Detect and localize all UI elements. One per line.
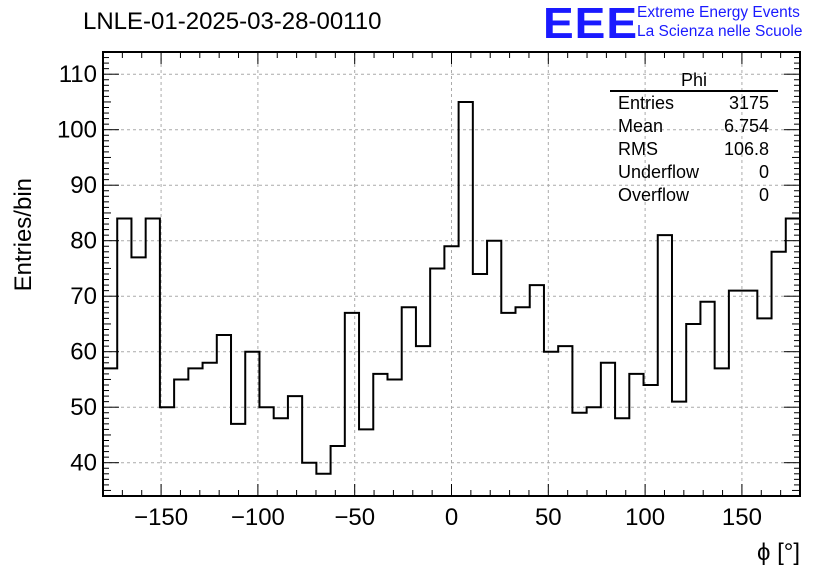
x-tick-label: 150 [722, 504, 762, 531]
histogram-line [103, 100, 800, 475]
grid-lines [103, 52, 800, 496]
eee-logo: EEE [543, 0, 639, 48]
x-tick-label: 50 [535, 504, 562, 531]
brand-line-1: Extreme Energy Events [637, 4, 800, 21]
stats-row-overflow: Overflow 0 [618, 185, 769, 205]
y-tick-label: 60 [70, 339, 97, 366]
y-tick-label: 90 [70, 172, 97, 199]
x-tick-label: 100 [625, 504, 665, 531]
stats-row-entries: Entries 3175 [618, 93, 769, 113]
stats-row-mean: Mean 6.754 [618, 116, 769, 136]
x-axis: −150 −100 −50 0 50 100 150 [102, 52, 801, 531]
y-tick-label: 100 [57, 117, 97, 144]
x-tick-label: −150 [134, 504, 188, 531]
x-axis-label: ϕ [°] [757, 539, 800, 566]
y-axis-label: Entries/bin [10, 178, 37, 291]
y-tick-label: 80 [70, 228, 97, 255]
x-tick-label: −100 [231, 504, 285, 531]
chart-title: LNLE-01-2025-03-28-00110 [83, 8, 382, 35]
stats-title: Phi [610, 70, 778, 92]
y-tick-label: 110 [59, 61, 97, 88]
y-axis: 40 50 60 70 80 90 100 110 [57, 51, 800, 491]
stats-row-underflow: Underflow 0 [618, 162, 769, 182]
y-tick-label: 40 [70, 450, 97, 477]
x-tick-label: 0 [445, 504, 458, 531]
brand-line-2: La Scienza nelle Scuole [637, 23, 803, 40]
x-tick-label: −50 [334, 504, 375, 531]
y-tick-label: 50 [70, 394, 97, 421]
stats-box: Phi Entries 3175 Mean 6.754 RMS 106.8 Under… [610, 70, 778, 207]
brand-text: Extreme Energy Events La Scienza nelle S… [637, 3, 802, 41]
stats-row-rms: RMS 106.8 [618, 139, 769, 159]
y-tick-label: 70 [70, 283, 97, 310]
